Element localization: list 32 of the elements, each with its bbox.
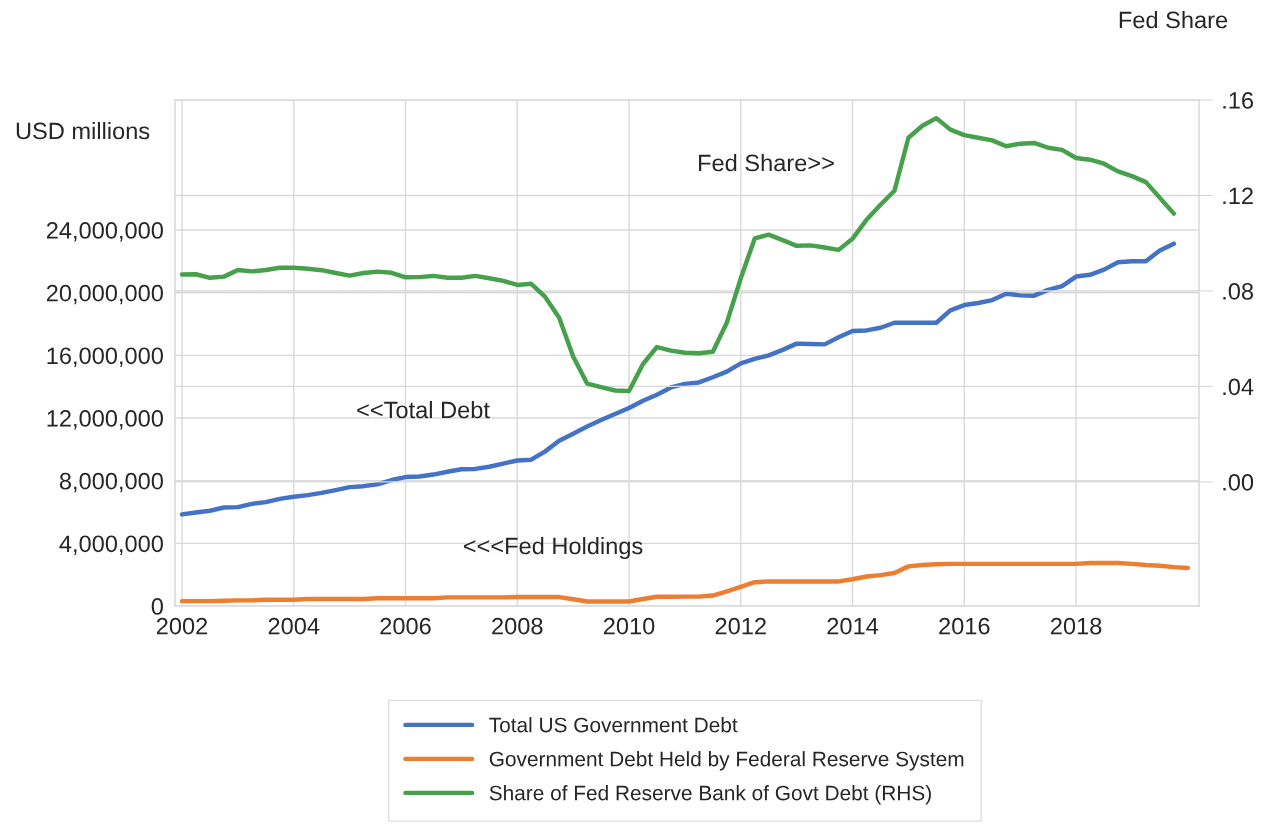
annotation: <<<Fed Holdings [463, 536, 643, 560]
line-series [179, 115, 1177, 394]
x-tick-label: 2016 [939, 617, 990, 635]
annotation: <<Total Debt [357, 401, 490, 419]
y2-axis-title: Fed Share [1119, 11, 1228, 29]
y-tick-label: 0 [151, 598, 163, 615]
x-tick-label: 2014 [827, 617, 879, 635]
y-tick-label: 12,000,000 [47, 410, 163, 430]
y-tick-label: 20,000,000 [46, 284, 163, 305]
y2-tick-label: .16 [1223, 92, 1254, 109]
annotation: Fed Share>> [699, 154, 834, 172]
y-axis-title: USD millions [16, 122, 150, 140]
y-tick-label: 4,000,000 [59, 535, 163, 555]
legend-label: Total US Government Debt [489, 717, 738, 733]
x-tick-label: 2008 [492, 617, 543, 635]
legend-label: Government Debt Held by Federal Reserve System [489, 751, 964, 771]
y-tick-label: 8,000,000 [59, 472, 163, 493]
line-series [179, 560, 1191, 604]
y-tick-label: 16,000,000 [47, 347, 163, 367]
y2-tick-label: .12 [1223, 187, 1253, 205]
y-tick-label: 24,000,000 [46, 222, 163, 242]
legend-label: Share of Fed Reserve Bank of Govt Debt (RHS) [489, 785, 931, 805]
x-tick-label: 2002 [156, 617, 208, 635]
y2-tick-label: .00 [1223, 473, 1254, 491]
line-series [179, 241, 1177, 517]
x-tick-label: 2012 [715, 617, 766, 635]
x-tick-label: 2006 [380, 617, 431, 635]
y2-tick-label: .08 [1223, 283, 1254, 300]
x-tick-label: 2004 [268, 617, 320, 635]
y2-tick-label: .04 [1223, 378, 1254, 396]
x-tick-label: 2010 [603, 617, 655, 635]
x-tick-label: 2018 [1050, 617, 1102, 635]
